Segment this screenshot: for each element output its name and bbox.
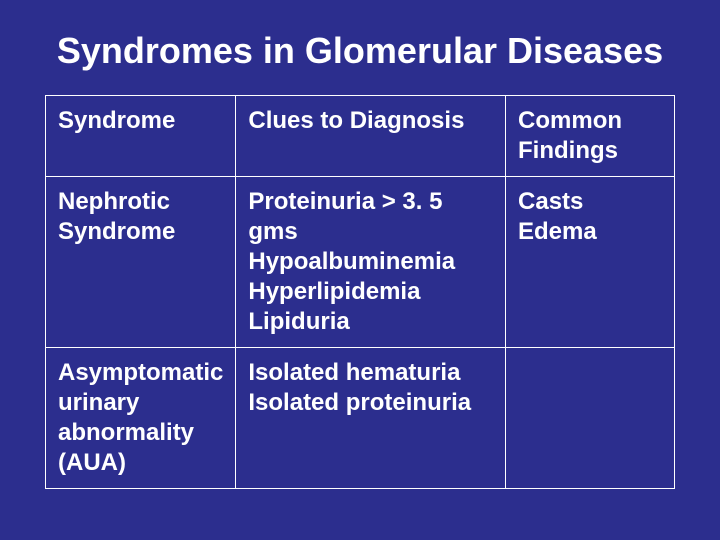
header-syndrome: Syndrome xyxy=(46,96,236,177)
table-header-row: Syndrome Clues to Diagnosis Common Findi… xyxy=(46,96,675,177)
slide-title: Syndromes in Glomerular Diseases xyxy=(45,30,675,71)
cell-clues: Proteinuria > 3. 5 gms Hypoalbuminemia H… xyxy=(236,177,506,348)
header-findings: Common Findings xyxy=(506,96,675,177)
table-row: Asymptomatic urinary abnormality (AUA) I… xyxy=(46,348,675,489)
cell-findings: Casts Edema xyxy=(506,177,675,348)
cell-clues: Isolated hematuria Isolated proteinuria xyxy=(236,348,506,489)
cell-syndrome: Nephrotic Syndrome xyxy=(46,177,236,348)
cell-findings xyxy=(506,348,675,489)
table-row: Nephrotic Syndrome Proteinuria > 3. 5 gm… xyxy=(46,177,675,348)
cell-syndrome: Asymptomatic urinary abnormality (AUA) xyxy=(46,348,236,489)
header-clues: Clues to Diagnosis xyxy=(236,96,506,177)
syndromes-table: Syndrome Clues to Diagnosis Common Findi… xyxy=(45,95,675,489)
